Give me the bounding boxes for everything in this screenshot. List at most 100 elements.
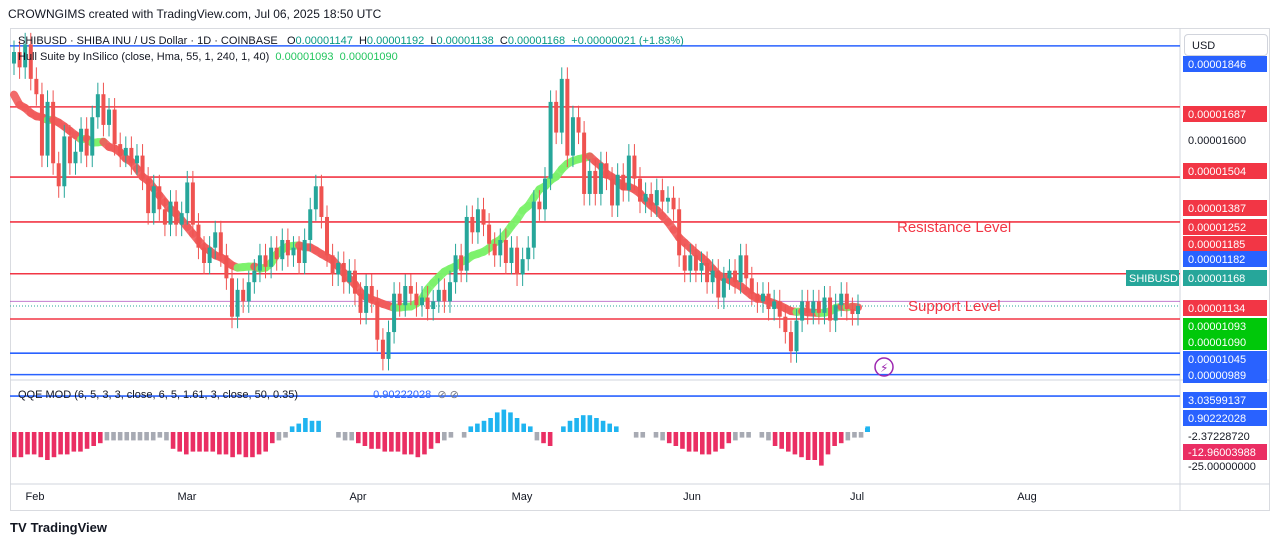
qqe-bar <box>369 432 374 449</box>
currency-selector[interactable]: USD <box>1184 34 1268 56</box>
candle-body <box>542 178 547 210</box>
qqe-bar <box>362 432 368 446</box>
candle-body <box>733 270 738 283</box>
candle-body <box>39 94 44 156</box>
candle-body <box>593 170 598 194</box>
candle-body <box>62 136 67 187</box>
candle-body <box>833 305 838 321</box>
symbol-legend[interactable]: SHIBUSD · SHIBA INU / US Dollar · 1D · C… <box>18 35 684 47</box>
candle-body <box>464 216 469 271</box>
qqe-bar <box>25 432 30 455</box>
price-label: 0.00001504 <box>1188 166 1246 178</box>
candle-body <box>442 289 447 302</box>
hull-legend[interactable]: Hull Suite by InSilico (close, Hma, 55, … <box>18 51 398 63</box>
qqe-bar <box>203 432 209 452</box>
hull-value-1: 0.00001093 <box>275 51 334 63</box>
qqe-bar <box>117 432 123 441</box>
candle-body <box>643 193 648 202</box>
qqe-bar <box>184 432 189 455</box>
candle-body <box>229 278 234 317</box>
candle-body <box>649 193 654 206</box>
candle-body <box>816 301 821 313</box>
candle-body <box>509 247 514 263</box>
candle-body <box>425 297 430 310</box>
qqe-last-bar <box>865 428 868 432</box>
candle-body <box>313 186 318 210</box>
qqe-bar <box>766 432 771 441</box>
footer-brand[interactable]: TV TradingView <box>10 520 107 535</box>
qqe-bar <box>256 432 262 455</box>
candle-body <box>526 247 531 260</box>
candle-body <box>95 94 100 118</box>
qqe-bar <box>408 432 414 455</box>
candle-body <box>392 293 397 333</box>
candle-body <box>447 282 452 302</box>
candle-body <box>699 263 704 271</box>
chart-frame <box>10 28 1270 511</box>
qqe-bar <box>587 415 593 432</box>
candle-body <box>291 247 296 256</box>
price-label-box <box>1183 270 1267 286</box>
price-label-box <box>1183 106 1267 122</box>
qqe-bar <box>124 432 130 441</box>
countdown-label: 05:09:21 <box>1188 286 1231 298</box>
qqe-bar <box>534 432 540 441</box>
candle-body <box>185 182 190 214</box>
candle-body <box>632 155 637 179</box>
qqe-label-box <box>1183 410 1267 426</box>
candle-body <box>844 293 849 310</box>
candle-body <box>218 232 223 256</box>
candle-body <box>157 186 162 210</box>
qqe-bar <box>772 432 778 446</box>
qqe-bar <box>514 418 520 432</box>
qqe-label-box <box>1183 444 1267 460</box>
qqe-bar <box>243 432 249 458</box>
candle-body <box>705 263 710 283</box>
time-axis-label: May <box>512 491 533 503</box>
qqe-bar <box>653 432 659 438</box>
candle-body <box>604 163 609 179</box>
qqe-bar <box>574 418 579 432</box>
time-axis-label: Jun <box>683 491 701 503</box>
candle-body <box>487 224 492 244</box>
qqe-bar <box>236 432 242 455</box>
qqe-bar <box>686 432 692 452</box>
qqe-bar <box>289 426 295 432</box>
qqe-bar <box>475 423 480 432</box>
qqe-bar <box>190 432 196 452</box>
candle-body <box>403 286 408 306</box>
visibility-icon[interactable]: ⊘ ⊘ <box>434 389 459 401</box>
qqe-bar <box>838 432 844 444</box>
price-label-box <box>1183 219 1267 235</box>
qqe-bar <box>91 432 96 446</box>
price-label-box <box>1183 236 1267 252</box>
qqe-bar <box>150 432 156 441</box>
qqe-bar <box>607 423 612 432</box>
candle-body <box>621 174 626 191</box>
candle-body <box>570 117 575 156</box>
time-axis-label: Aug <box>1017 491 1037 503</box>
qqe-bar <box>666 432 672 444</box>
qqe-bar <box>792 432 798 455</box>
qqe-bar <box>64 432 70 455</box>
qqe-legend[interactable]: QQE MOD (6, 5, 3, 3, close, 6, 5, 1.61, … <box>18 388 459 401</box>
candle-body <box>51 101 56 164</box>
qqe-bar <box>276 432 282 441</box>
candle-body <box>760 293 765 302</box>
candle-body <box>431 301 436 310</box>
price-label: 0.00001846 <box>1188 59 1246 71</box>
candle-body <box>822 297 827 313</box>
candle-body <box>828 297 833 321</box>
price-label: 0.00001252 <box>1188 222 1246 234</box>
price-label-box <box>1183 200 1267 216</box>
candle-body <box>626 155 631 191</box>
price-label-box <box>1183 334 1267 350</box>
qqe-bar <box>845 432 851 441</box>
qqe-bar <box>131 432 136 441</box>
price-label-box <box>1183 251 1267 267</box>
candle-body <box>190 182 195 225</box>
symbol-tag-box <box>1126 270 1179 286</box>
candle-body <box>358 293 363 313</box>
candle-body <box>269 247 274 267</box>
